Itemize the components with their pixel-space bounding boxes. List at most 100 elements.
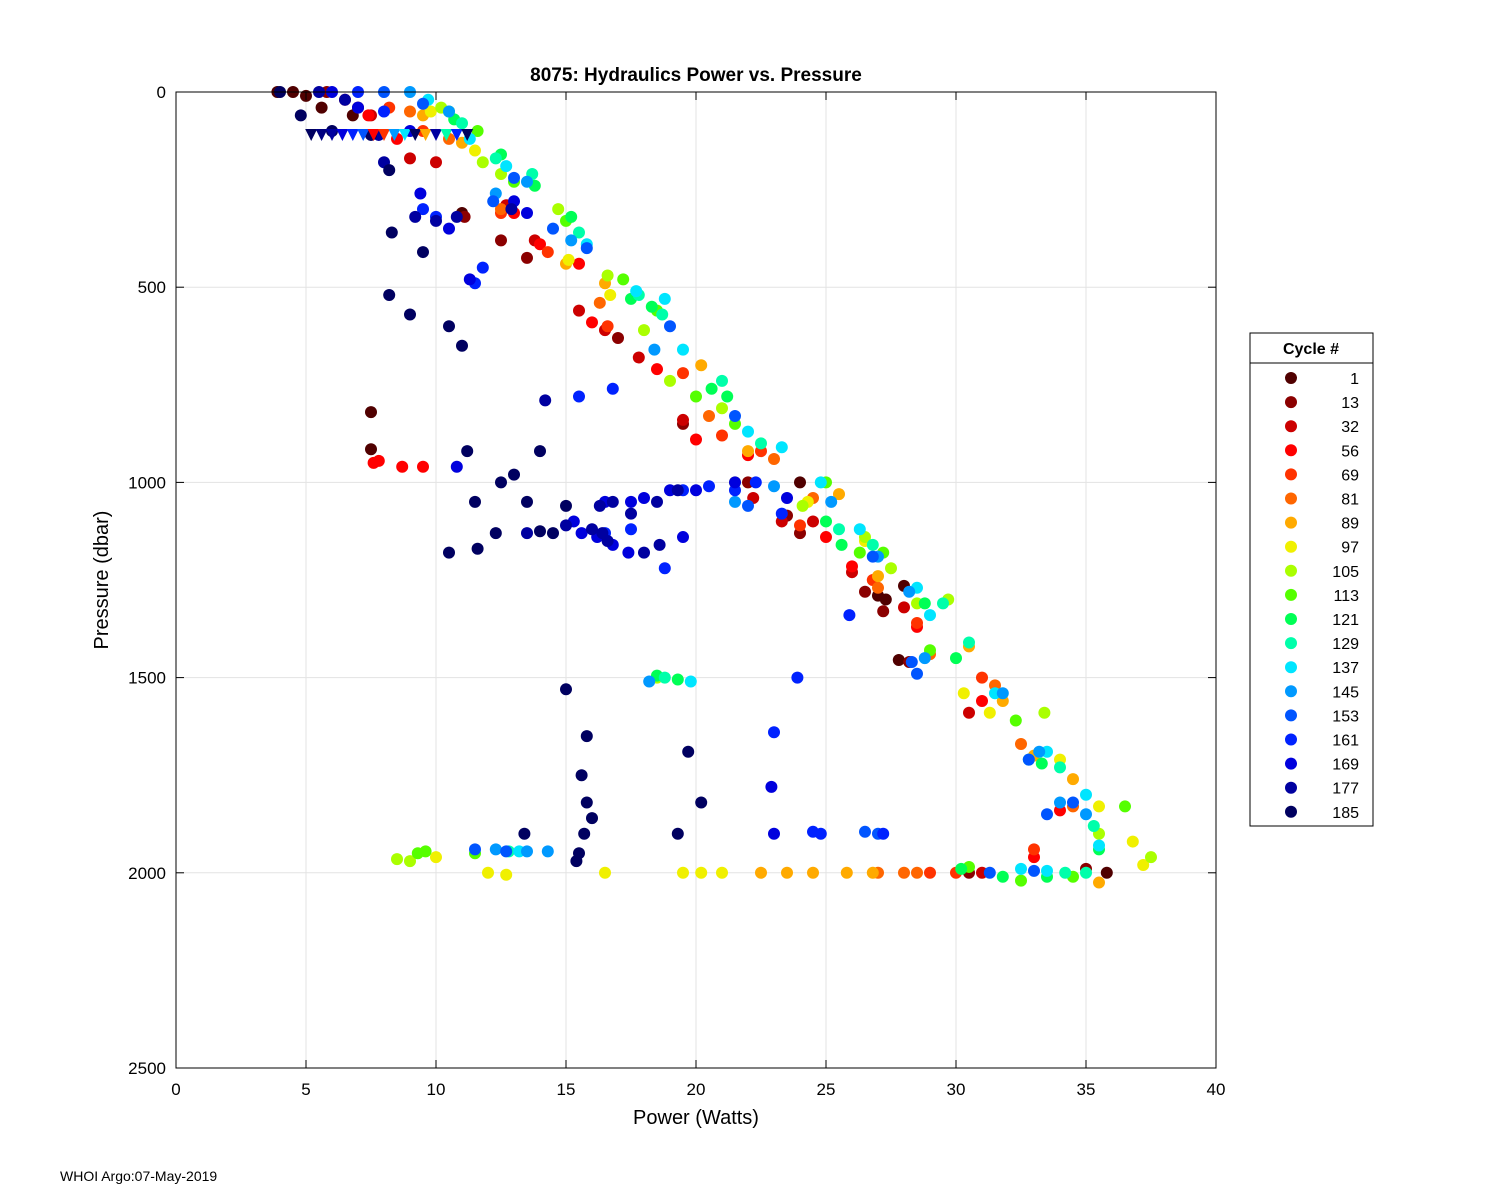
legend-label: 1 xyxy=(1350,371,1359,388)
data-point xyxy=(976,671,988,684)
data-point xyxy=(443,105,455,118)
data-point xyxy=(658,292,671,305)
data-point xyxy=(419,845,432,858)
data-point xyxy=(294,109,307,122)
data-point xyxy=(505,203,518,216)
data-point xyxy=(866,866,879,879)
data-point xyxy=(656,308,669,321)
data-point xyxy=(716,374,728,387)
data-point xyxy=(521,527,533,540)
data-point xyxy=(835,538,848,551)
data-point xyxy=(742,445,754,458)
axis-ticks: 0 5 10 15 20 25 30 35 40 0 500 1000 1500 2000 2500 xyxy=(128,83,1225,1099)
data-point xyxy=(404,152,416,165)
data-point xyxy=(430,156,442,169)
legend-marker xyxy=(1285,661,1297,674)
data-point xyxy=(1093,876,1105,889)
y-axis-label: Pressure (dbar) xyxy=(91,511,113,650)
data-point xyxy=(489,527,502,540)
series-cycle-185 xyxy=(274,86,708,868)
data-point xyxy=(315,101,328,114)
data-point xyxy=(1067,796,1079,809)
legend-label: 89 xyxy=(1341,516,1359,533)
x-tick-label: 20 xyxy=(687,1080,706,1099)
legend-label: 137 xyxy=(1332,660,1359,677)
data-point xyxy=(918,597,931,610)
triangle-marker xyxy=(315,128,328,141)
data-point xyxy=(716,429,728,442)
data-point xyxy=(703,480,715,493)
data-point xyxy=(372,454,385,467)
data-point xyxy=(814,827,827,840)
data-point xyxy=(695,866,708,879)
legend-label: 13 xyxy=(1341,395,1359,412)
data-point xyxy=(612,331,624,344)
legend-label: 105 xyxy=(1332,564,1359,581)
data-point xyxy=(552,203,565,216)
data-point xyxy=(378,105,390,118)
data-point xyxy=(1054,761,1066,774)
data-point xyxy=(768,452,780,465)
data-point xyxy=(560,683,572,696)
data-point xyxy=(643,675,656,688)
data-point xyxy=(495,234,507,247)
data-point xyxy=(570,855,583,868)
data-point xyxy=(565,234,578,247)
data-point xyxy=(1067,773,1079,786)
legend-label: 81 xyxy=(1341,492,1359,509)
data-point xyxy=(755,866,767,879)
data-point xyxy=(391,853,403,866)
data-point xyxy=(840,866,853,879)
data-point xyxy=(853,523,866,536)
data-point xyxy=(898,601,910,614)
series-cycle-81 xyxy=(404,105,1079,879)
data-point xyxy=(508,468,520,481)
legend: Cycle # 11332566981899710511312112913714… xyxy=(1249,332,1374,827)
data-point xyxy=(573,390,585,403)
legend-label: 169 xyxy=(1332,757,1359,774)
y-tick-label: 1500 xyxy=(128,669,166,688)
data-point xyxy=(781,492,793,505)
data-point xyxy=(664,374,676,387)
data-point xyxy=(1059,866,1072,879)
data-point xyxy=(690,484,702,497)
legend-marker xyxy=(1285,709,1297,722)
data-point xyxy=(518,827,531,840)
data-point xyxy=(898,866,910,879)
data-points xyxy=(271,86,1157,889)
data-point xyxy=(1041,864,1053,877)
data-point xyxy=(645,300,658,313)
data-point xyxy=(560,519,572,532)
data-point xyxy=(417,203,429,216)
data-point xyxy=(573,304,585,317)
data-point xyxy=(500,845,513,858)
data-point xyxy=(1054,796,1066,809)
data-point xyxy=(872,581,884,594)
legend-box xyxy=(1249,332,1374,827)
data-point xyxy=(833,488,845,501)
x-tick-label: 10 xyxy=(427,1080,446,1099)
data-point xyxy=(1137,858,1150,871)
triangle-marker xyxy=(378,128,390,141)
data-point xyxy=(573,257,585,270)
data-point xyxy=(450,210,463,223)
triangle-marker xyxy=(346,128,359,141)
data-point xyxy=(560,499,572,512)
data-point xyxy=(575,527,588,540)
data-point xyxy=(903,585,916,598)
data-point xyxy=(622,546,635,559)
triangle-marker xyxy=(440,128,453,141)
data-point xyxy=(996,687,1009,700)
data-point xyxy=(775,507,788,520)
legend-marker xyxy=(1285,805,1297,818)
data-point xyxy=(664,320,676,333)
x-tick-label: 25 xyxy=(817,1080,836,1099)
legend-marker xyxy=(1285,564,1297,577)
data-point xyxy=(807,515,819,528)
data-point xyxy=(604,289,617,302)
data-point xyxy=(742,499,754,512)
data-point xyxy=(352,101,364,114)
data-point xyxy=(781,866,793,879)
data-point xyxy=(877,827,890,840)
legend-marker xyxy=(1285,540,1297,553)
